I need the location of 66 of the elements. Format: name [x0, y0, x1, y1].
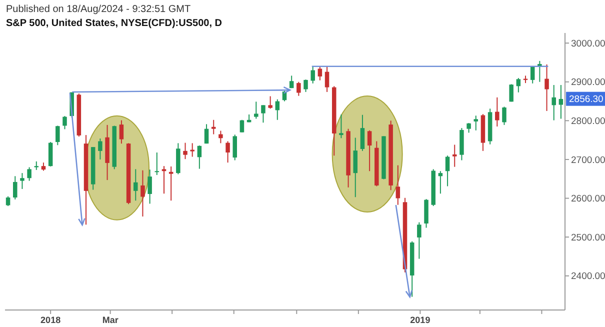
candlestick	[424, 198, 428, 228]
candlestick	[466, 122, 471, 134]
candlestick	[552, 84, 556, 121]
y-tick-label: 3000.00	[571, 38, 605, 50]
candlestick	[119, 120, 124, 144]
candlestick	[360, 114, 365, 152]
chart-subtitle: Published on 18/Aug/2024 - 9:32:51 GMT	[6, 4, 191, 15]
candlestick	[190, 142, 194, 158]
x-tick-label: 2018	[40, 315, 61, 325]
candlestick	[438, 170, 443, 194]
candlestick	[211, 119, 216, 135]
candlestick	[13, 176, 18, 200]
y-tick-label: 2600.00	[571, 194, 605, 205]
candlestick	[48, 142, 53, 167]
candlestick	[140, 170, 145, 218]
candlestick	[324, 66, 330, 92]
candlestick	[296, 81, 301, 96]
candlestick	[268, 96, 272, 110]
candlestick	[197, 145, 202, 170]
candlestick	[310, 65, 315, 84]
candlestick	[148, 169, 152, 204]
candlestick	[168, 166, 174, 202]
x-tick-label: Mar	[102, 315, 119, 325]
candlestick	[396, 164, 400, 206]
candlestick	[204, 124, 209, 144]
y-tick-label: 2400.00	[571, 271, 605, 282]
candlestick	[502, 106, 506, 126]
candlestick	[134, 168, 138, 202]
candlestick	[516, 78, 521, 93]
candlestick	[20, 172, 24, 190]
candlestick	[240, 119, 244, 133]
candlestick	[367, 130, 372, 172]
candlestick	[558, 84, 564, 120]
candlestick	[183, 142, 188, 160]
candlestick	[254, 101, 258, 120]
candlestick	[417, 222, 422, 260]
y-tick-label: 2700.00	[571, 154, 605, 166]
candlestick	[226, 140, 230, 164]
candlestick	[98, 138, 102, 160]
chart-title: S&P 500, United States, NYSE(CFD):US500, D	[6, 18, 222, 29]
y-tick-label: 2900.00	[571, 77, 605, 88]
candlestick	[445, 155, 450, 187]
y-tick-label: 2800.00	[571, 116, 605, 128]
candlestick	[353, 137, 358, 198]
candlestick	[154, 152, 160, 176]
candlestick	[27, 166, 32, 182]
x-tick-label: 2019	[410, 315, 430, 325]
candlestick	[339, 114, 344, 139]
candlestick	[509, 84, 514, 102]
candlestick	[62, 116, 67, 130]
candlestick	[56, 125, 60, 146]
candlestick	[289, 75, 294, 89]
candlestick	[304, 79, 308, 92]
candlestick	[495, 96, 500, 127]
candlestick	[6, 196, 10, 207]
annotation: 2856.30	[569, 94, 604, 106]
candlestick	[452, 144, 457, 168]
candlestick	[261, 104, 266, 124]
candlestick	[474, 115, 478, 131]
y-tick-label: 2500.00	[571, 232, 605, 244]
candlestick	[544, 64, 549, 112]
candlestick	[232, 134, 237, 161]
candlestick	[530, 66, 535, 84]
candlestick	[162, 166, 166, 194]
candlestick	[218, 130, 223, 144]
candlestick	[318, 66, 322, 81]
